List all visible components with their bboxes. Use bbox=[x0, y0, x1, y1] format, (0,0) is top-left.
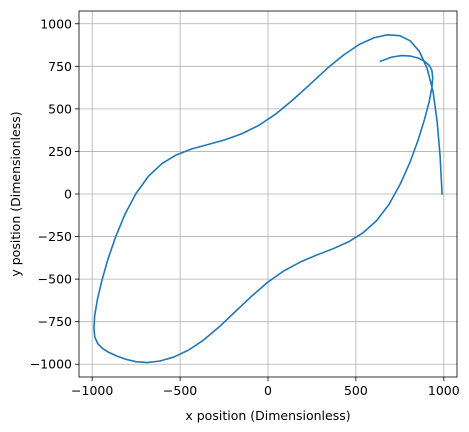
x-axis-label: x position (Dimensionless) bbox=[185, 408, 350, 423]
y-tick-label: 500 bbox=[48, 101, 72, 116]
y-tick-label: 0 bbox=[64, 187, 72, 202]
series-layer bbox=[93, 34, 443, 364]
x-tick-label: −500 bbox=[163, 383, 197, 398]
x-axis-ticks: −1000 −500 0 500 1000 bbox=[71, 377, 460, 398]
y-tick-label: −250 bbox=[38, 229, 72, 244]
series-line-0 bbox=[93, 34, 443, 364]
x-tick-label: −1000 bbox=[71, 383, 113, 398]
grid bbox=[79, 11, 457, 377]
y-tick-label: −500 bbox=[38, 272, 72, 287]
x-tick-label: 500 bbox=[344, 383, 368, 398]
y-tick-label: 750 bbox=[48, 59, 72, 74]
y-tick-label: 250 bbox=[48, 144, 72, 159]
x-tick-label: 1000 bbox=[428, 383, 460, 398]
y-tick-label: 1000 bbox=[40, 16, 72, 31]
y-tick-label: −750 bbox=[38, 314, 72, 329]
y-axis-label: y position (Dimensionless) bbox=[8, 111, 23, 276]
y-tick-label: −1000 bbox=[30, 357, 72, 372]
y-axis-ticks: −1000 −750 −500 −250 0 250 500 750 1000 bbox=[30, 16, 79, 372]
x-tick-label: 0 bbox=[264, 383, 272, 398]
